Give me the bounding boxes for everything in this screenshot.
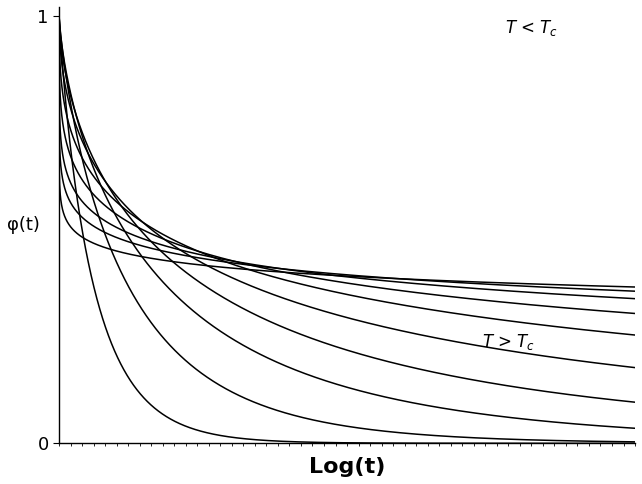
Text: T > T$_c$: T > T$_c$ bbox=[482, 333, 535, 352]
X-axis label: Log(t): Log(t) bbox=[309, 457, 385, 477]
Text: T < T$_c$: T < T$_c$ bbox=[505, 18, 558, 38]
Y-axis label: φ(t): φ(t) bbox=[7, 216, 40, 234]
